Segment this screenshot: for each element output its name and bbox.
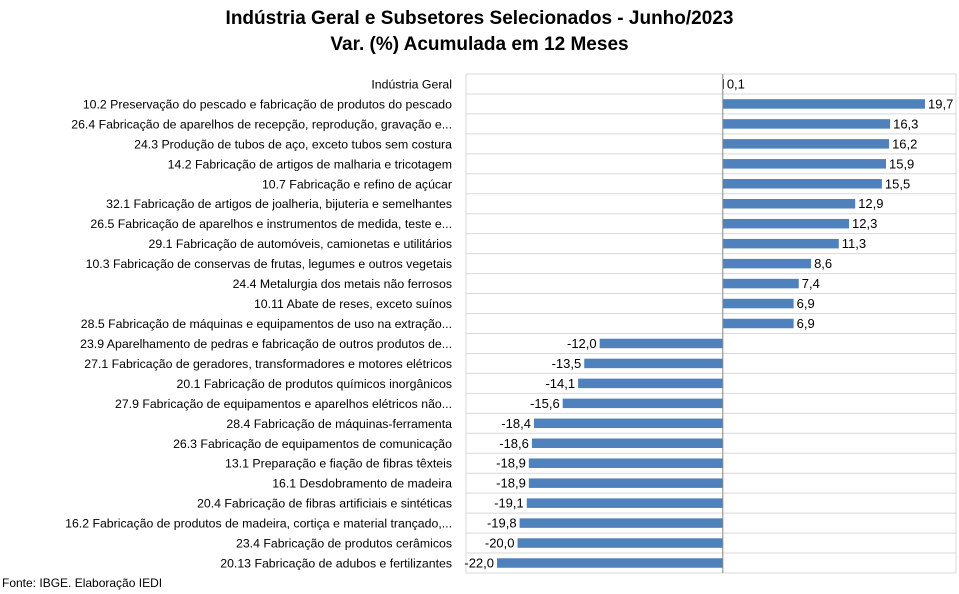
category-label: 23.9 Aparelhamento de pedras e fabricaçã… <box>80 337 452 351</box>
category-label: 16.2 Fabricação de produtos de madeira, … <box>65 517 452 531</box>
bar <box>722 198 856 209</box>
bar <box>722 238 839 249</box>
bar <box>722 179 882 189</box>
chart-title: Indústria Geral e Subsetores Selecionado… <box>225 8 734 29</box>
bar <box>722 318 794 329</box>
bar <box>562 398 723 409</box>
bar <box>722 139 890 149</box>
category-label: 10.7 Fabricação e refino de açúcar <box>262 177 452 191</box>
bar <box>519 518 723 528</box>
category-label: 24.3 Produção de tubos de aço, exceto tu… <box>134 137 452 151</box>
category-label: 20.13 Fabricação de adubos e fertilizant… <box>220 557 452 571</box>
bar <box>528 458 723 468</box>
data-label: -14,1 <box>545 376 575 391</box>
data-label: -15,6 <box>530 396 560 411</box>
bar <box>531 438 723 449</box>
category-label: 26.3 Fabricação de equipamentos de comun… <box>173 437 452 451</box>
category-label: 13.1 Preparação e fiação de fibras têxte… <box>225 457 452 471</box>
category-label: 27.9 Fabricação de equipamentos e aparel… <box>115 397 452 411</box>
category-label: 10.2 Preservação do pescado e fabricação… <box>83 97 452 111</box>
bar <box>497 558 723 568</box>
bar <box>599 338 723 349</box>
category-label: 20.1 Fabricação de produtos químicos ino… <box>177 377 452 391</box>
bar <box>528 478 723 488</box>
data-label: -19,1 <box>494 496 524 511</box>
category-label: 26.5 Fabricação de aparelhos e instrumen… <box>90 217 452 231</box>
chart-subtitle: Var. (%) Acumulada em 12 Meses <box>330 34 629 55</box>
category-label: 24.4 Metalurgia dos metais não ferrosos <box>233 277 452 291</box>
data-label: 15,9 <box>889 156 914 171</box>
data-label: -19,8 <box>487 516 517 531</box>
data-label: -12,0 <box>567 336 597 351</box>
data-label: -13,5 <box>552 356 582 371</box>
data-label: -18,9 <box>496 456 526 471</box>
bar <box>526 498 723 508</box>
data-label: -20,0 <box>485 536 515 551</box>
category-label: 10.11 Abate de reses, exceto suínos <box>254 297 452 311</box>
category-label: 10.3 Fabricação de conservas de frutas, … <box>86 257 452 271</box>
data-label: 6,9 <box>797 316 815 331</box>
bar <box>722 79 725 89</box>
data-label: 12,3 <box>852 216 877 231</box>
category-label: 16.1 Desdobramento de madeira <box>272 477 452 491</box>
bar <box>722 119 891 129</box>
category-label: 29.1 Fabricação de automóveis, camioneta… <box>149 237 452 251</box>
data-label: 8,6 <box>814 256 832 271</box>
category-label: 27.1 Fabricação de geradores, transforma… <box>84 357 452 371</box>
category-label: 14.2 Fabricação de artigos de malharia e… <box>168 157 452 171</box>
data-label: 7,4 <box>802 276 820 291</box>
category-label: 23.4 Fabricação de produtos cerâmicos <box>236 537 452 551</box>
data-label: 19,7 <box>928 96 953 111</box>
category-label: 32.1 Fabricação de artigos de joalheria,… <box>106 197 452 211</box>
category-label: Indústria Geral <box>371 77 452 91</box>
category-label: 28.5 Fabricação de máquinas e equipament… <box>81 317 452 331</box>
data-label: -18,4 <box>501 416 531 431</box>
bar <box>722 258 812 269</box>
bar <box>722 159 886 169</box>
data-label: 0,1 <box>727 76 745 91</box>
category-label: 28.4 Fabricação de máquinas-ferramenta <box>226 417 452 431</box>
data-label: 16,2 <box>892 136 917 151</box>
bar <box>722 99 925 109</box>
chart-title-block: Indústria Geral e Subsetores Selecionado… <box>0 6 959 58</box>
data-label: 12,9 <box>858 196 883 211</box>
bar <box>578 378 723 389</box>
bar <box>584 358 723 369</box>
source-note: Fonte: IBGE. Elaboração IEDI <box>2 576 163 590</box>
data-label: 6,9 <box>797 296 815 311</box>
data-label: 15,5 <box>885 176 910 191</box>
bar <box>517 538 723 548</box>
data-label: -18,6 <box>499 436 529 451</box>
data-label: 16,3 <box>893 116 918 131</box>
data-label: -18,9 <box>496 476 526 491</box>
category-label: 26.4 Fabricação de aparelhos de recepção… <box>71 117 452 131</box>
data-label: 11,3 <box>842 236 866 251</box>
category-label: 20.4 Fabricação de fibras artificiais e … <box>197 497 452 511</box>
bar <box>722 218 850 229</box>
bar <box>722 278 799 289</box>
bar <box>533 418 723 429</box>
bar <box>722 298 794 309</box>
data-label: -22,0 <box>464 556 494 571</box>
